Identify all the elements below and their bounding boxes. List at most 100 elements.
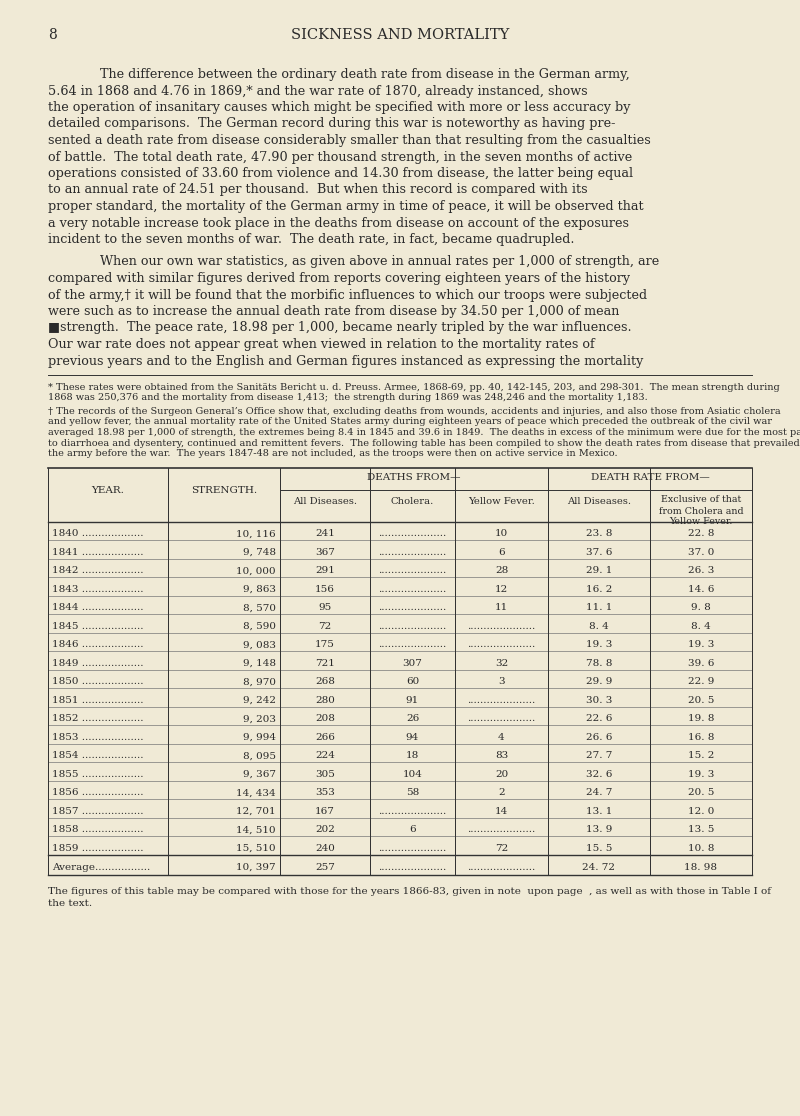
Text: 15. 5: 15. 5 <box>586 844 612 853</box>
Text: 91: 91 <box>406 695 419 704</box>
Text: 1851 ...................: 1851 ................... <box>52 695 143 704</box>
Text: averaged 18.98 per 1,000 of strength, the extremes being 8.4 in 1845 and 39.6 in: averaged 18.98 per 1,000 of strength, th… <box>48 429 800 437</box>
Text: 3: 3 <box>498 677 505 686</box>
Text: 307: 307 <box>402 658 422 667</box>
Text: 12, 701: 12, 701 <box>236 807 276 816</box>
Text: 78. 8: 78. 8 <box>586 658 612 667</box>
Text: 156: 156 <box>315 585 335 594</box>
Text: Cholera.: Cholera. <box>391 498 434 507</box>
Text: 20. 5: 20. 5 <box>688 788 714 797</box>
Text: 10. 8: 10. 8 <box>688 844 714 853</box>
Text: 305: 305 <box>315 770 335 779</box>
Text: Average.................: Average................. <box>52 863 150 872</box>
Text: to an annual rate of 24.51 per thousand.  But when this record is compared with : to an annual rate of 24.51 per thousand.… <box>48 183 588 196</box>
Text: 15, 510: 15, 510 <box>236 844 276 853</box>
Text: 1855 ...................: 1855 ................... <box>52 770 143 779</box>
Text: 280: 280 <box>315 695 335 704</box>
Text: 12. 0: 12. 0 <box>688 807 714 816</box>
Text: SICKNESS AND MORTALITY: SICKNESS AND MORTALITY <box>291 28 509 42</box>
Text: 367: 367 <box>315 548 335 557</box>
Text: .....................: ..................... <box>467 825 536 835</box>
Text: 20. 5: 20. 5 <box>688 695 714 704</box>
Text: 9. 8: 9. 8 <box>691 604 711 613</box>
Text: 60: 60 <box>406 677 419 686</box>
Text: 1844 ...................: 1844 ................... <box>52 604 143 613</box>
Text: 94: 94 <box>406 733 419 742</box>
Text: 266: 266 <box>315 733 335 742</box>
Text: .....................: ..................... <box>378 604 446 613</box>
Text: The difference between the ordinary death rate from disease in the German army,: The difference between the ordinary deat… <box>100 68 630 81</box>
Text: 10, 116: 10, 116 <box>236 529 276 538</box>
Text: 37. 0: 37. 0 <box>688 548 714 557</box>
Text: 9, 994: 9, 994 <box>243 733 276 742</box>
Text: 1840 ...................: 1840 ................... <box>52 529 143 538</box>
Text: 5.64 in 1868 and 4.76 in 1869,* and the war rate of 1870, already instanced, sho: 5.64 in 1868 and 4.76 in 1869,* and the … <box>48 85 588 97</box>
Text: 175: 175 <box>315 641 335 650</box>
Text: 12: 12 <box>495 585 508 594</box>
Text: 202: 202 <box>315 825 335 835</box>
Text: previous years and to the English and German figures instanced as expressing the: previous years and to the English and Ge… <box>48 355 643 367</box>
Text: 19. 3: 19. 3 <box>586 641 612 650</box>
Text: .....................: ..................... <box>378 641 446 650</box>
Text: 268: 268 <box>315 677 335 686</box>
Text: 9, 367: 9, 367 <box>243 770 276 779</box>
Text: † The records of the Surgeon General’s Office show that, excluding deaths from w: † The records of the Surgeon General’s O… <box>48 407 781 416</box>
Text: 208: 208 <box>315 714 335 723</box>
Text: 20: 20 <box>495 770 508 779</box>
Text: 29. 1: 29. 1 <box>586 566 612 575</box>
Text: 11: 11 <box>495 604 508 613</box>
Text: 14, 510: 14, 510 <box>236 825 276 835</box>
Text: 9, 748: 9, 748 <box>243 548 276 557</box>
Text: 9, 863: 9, 863 <box>243 585 276 594</box>
Text: 22. 8: 22. 8 <box>688 529 714 538</box>
Text: STRENGTH.: STRENGTH. <box>191 485 257 496</box>
Text: .....................: ..................... <box>378 585 446 594</box>
Text: 22. 6: 22. 6 <box>586 714 612 723</box>
Text: 13. 1: 13. 1 <box>586 807 612 816</box>
Text: 14: 14 <box>495 807 508 816</box>
Text: 10, 397: 10, 397 <box>236 863 276 872</box>
Text: 22. 9: 22. 9 <box>688 677 714 686</box>
Text: 8, 095: 8, 095 <box>243 751 276 760</box>
Text: 19. 3: 19. 3 <box>688 641 714 650</box>
Text: 9, 203: 9, 203 <box>243 714 276 723</box>
Text: a very notable increase took place in the deaths from disease on account of the : a very notable increase took place in th… <box>48 217 629 230</box>
Text: of the army,† it will be found that the morbific influences to which our troops : of the army,† it will be found that the … <box>48 289 647 301</box>
Text: of battle.  The total death rate, 47.90 per thousand strength, in the seven mont: of battle. The total death rate, 47.90 p… <box>48 151 632 164</box>
Text: the army before the war.  The years 1847-48 are not included, as the troops were: the army before the war. The years 1847-… <box>48 449 618 458</box>
Text: 1858 ...................: 1858 ................... <box>52 825 143 835</box>
Text: 1841 ...................: 1841 ................... <box>52 548 143 557</box>
Text: detailed comparisons.  The German record during this war is noteworthy as having: detailed comparisons. The German record … <box>48 117 615 131</box>
Text: 1868 was 250,376 and the mortality from disease 1,413;  the strength during 1869: 1868 was 250,376 and the mortality from … <box>48 394 648 403</box>
Text: 291: 291 <box>315 566 335 575</box>
Text: 167: 167 <box>315 807 335 816</box>
Text: .....................: ..................... <box>467 714 536 723</box>
Text: 13. 5: 13. 5 <box>688 825 714 835</box>
Text: incident to the seven months of war.  The death rate, in fact, became quadrupled: incident to the seven months of war. The… <box>48 233 574 246</box>
Text: 1850 ...................: 1850 ................... <box>52 677 143 686</box>
Text: .....................: ..................... <box>378 807 446 816</box>
Text: The figures of this table may be compared with those for the years 1866-83, give: The figures of this table may be compare… <box>48 886 771 895</box>
Text: .....................: ..................... <box>467 863 536 872</box>
Text: 29. 9: 29. 9 <box>586 677 612 686</box>
Text: 26. 3: 26. 3 <box>688 566 714 575</box>
Text: 1853 ...................: 1853 ................... <box>52 733 143 742</box>
Text: All Diseases.: All Diseases. <box>293 498 357 507</box>
Text: 9, 083: 9, 083 <box>243 641 276 650</box>
Text: 14, 434: 14, 434 <box>236 788 276 797</box>
Text: When our own war statistics, as given above in annual rates per 1,000 of strengt: When our own war statistics, as given ab… <box>100 256 659 269</box>
Text: 1843 ...................: 1843 ................... <box>52 585 143 594</box>
Text: sented a death rate from disease considerably smaller than that resulting from t: sented a death rate from disease conside… <box>48 134 650 147</box>
Text: compared with similar figures derived from reports covering eighteen years of th: compared with similar figures derived fr… <box>48 272 630 285</box>
Text: 8. 4: 8. 4 <box>691 622 711 631</box>
Text: ■strength.  The peace rate, 18.98 per 1,000, became nearly tripled by the war in: ■strength. The peace rate, 18.98 per 1,0… <box>48 321 632 335</box>
Text: 26. 6: 26. 6 <box>586 733 612 742</box>
Text: 8, 590: 8, 590 <box>243 622 276 631</box>
Text: 1842 ...................: 1842 ................... <box>52 566 143 575</box>
Text: 8, 570: 8, 570 <box>243 604 276 613</box>
Text: 1854 ...................: 1854 ................... <box>52 751 143 760</box>
Text: 6: 6 <box>409 825 416 835</box>
Text: 10: 10 <box>495 529 508 538</box>
Text: 13. 9: 13. 9 <box>586 825 612 835</box>
Text: 721: 721 <box>315 658 335 667</box>
